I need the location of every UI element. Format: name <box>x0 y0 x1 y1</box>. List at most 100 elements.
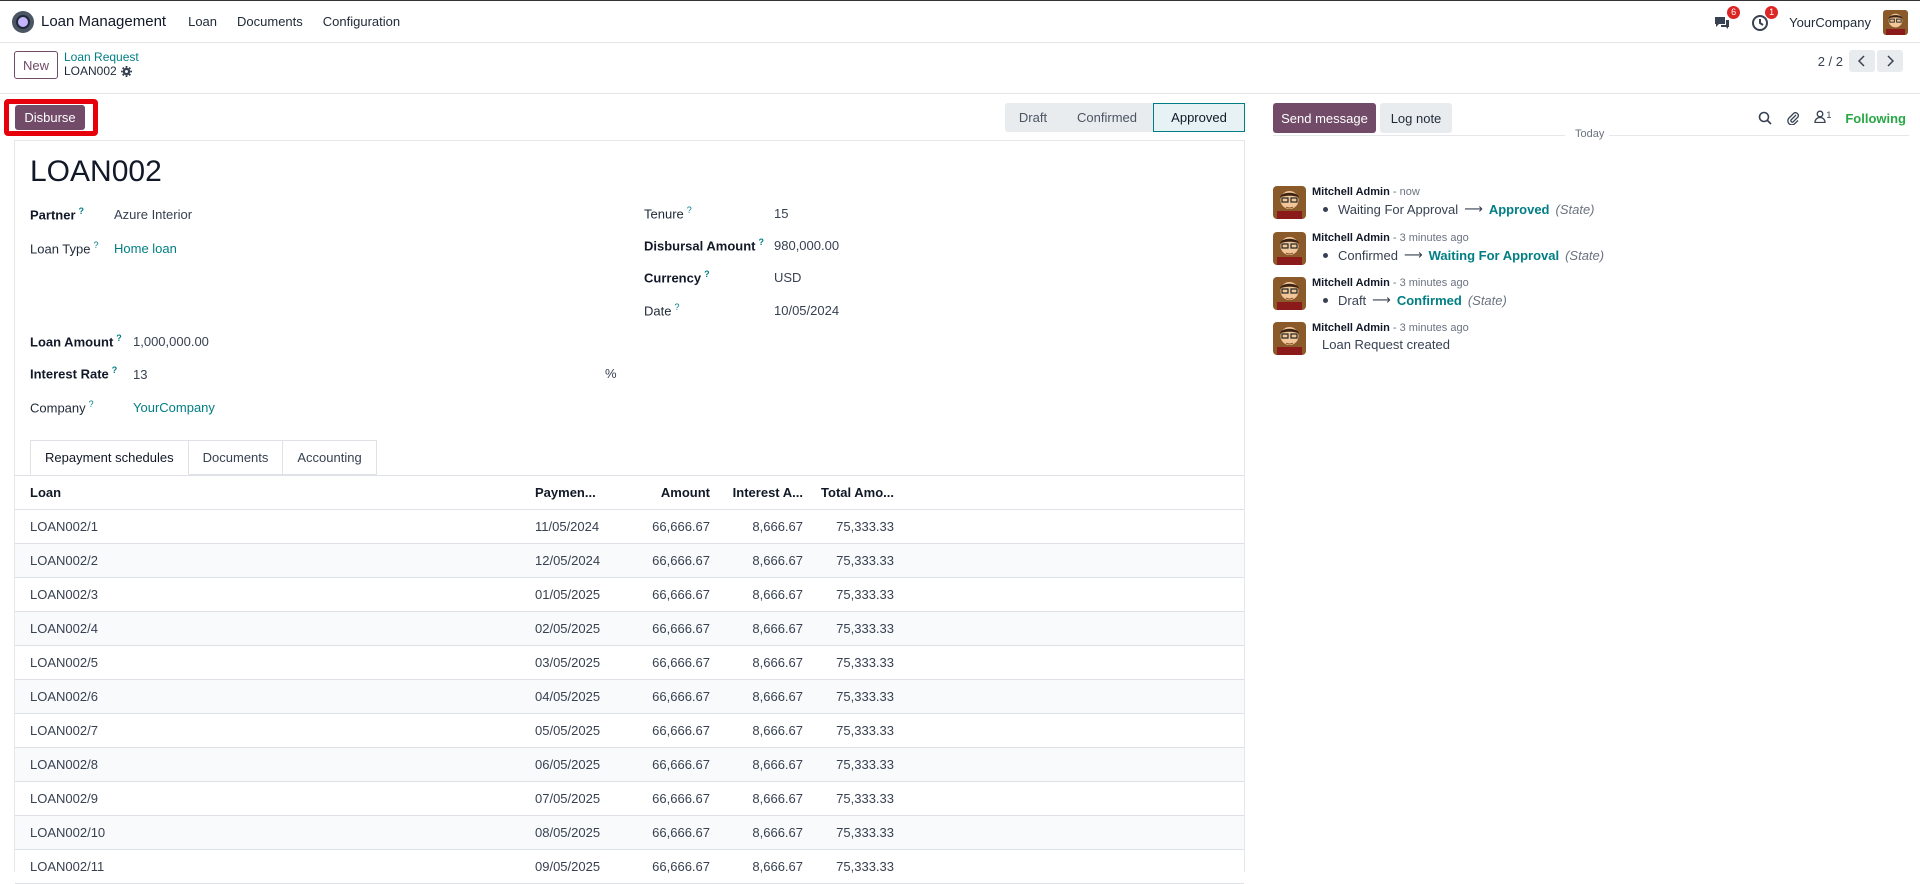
message-body: Confirmed ⟶ Waiting For Approval (State) <box>1323 247 1604 263</box>
table-row[interactable]: LOAN002/6 04/05/2025 66,666.67 8,666.67 75,3… <box>15 680 1244 714</box>
author-avatar[interactable] <box>1273 186 1306 219</box>
chatter-toolbar: 1 Following <box>1758 110 1906 126</box>
stage-confirmed[interactable]: Confirmed <box>1061 103 1153 132</box>
cell-amount: 66,666.67 <box>652 723 710 738</box>
stage-draft[interactable]: Draft <box>1005 103 1061 132</box>
gear-icon[interactable] <box>120 65 132 77</box>
bullet-icon <box>1323 206 1328 212</box>
message-author[interactable]: Mitchell Admin - now <box>1312 186 1420 198</box>
form-statusbar: Disburse Draft Confirmed Approved <box>0 94 1245 140</box>
chatter-panel: Send message Log note 1 Following Today … <box>1262 94 1920 872</box>
tab-repayment-schedules[interactable]: Repayment schedules <box>30 440 189 475</box>
table-row[interactable]: LOAN002/2 12/05/2024 66,666.67 8,666.67 75,3… <box>15 544 1244 578</box>
table-row[interactable]: LOAN002/4 02/05/2025 66,666.67 8,666.67 75,3… <box>15 612 1244 646</box>
table-row[interactable]: LOAN002/10 08/05/2025 66,666.67 8,666.67 75,… <box>15 816 1244 850</box>
loan-amount-label: Loan Amount? <box>30 333 122 350</box>
partner-field[interactable]: Azure Interior <box>114 207 193 222</box>
app-logo-icon[interactable] <box>12 10 34 33</box>
record-title[interactable]: LOAN002 <box>30 155 162 188</box>
date-separator: Today <box>1273 128 1909 142</box>
tenure-field[interactable]: 15 <box>774 206 789 221</box>
table-row[interactable]: LOAN002/8 06/05/2025 66,666.67 8,666.67 75,3… <box>15 748 1244 782</box>
cell-payment-date: 09/05/2025 <box>535 859 601 874</box>
company-switcher[interactable]: YourCompany <box>1789 15 1871 30</box>
table-row[interactable]: LOAN002/9 07/05/2025 66,666.67 8,666.67 75,3… <box>15 782 1244 816</box>
cell-payment-date: 02/05/2025 <box>535 621 601 636</box>
cell-payment-date: 01/05/2025 <box>535 587 601 602</box>
cell-total-amount: 75,333.33 <box>836 519 894 534</box>
menu-loan[interactable]: Loan <box>188 14 218 29</box>
loan-type-field[interactable]: Home loan <box>114 241 177 256</box>
cell-total-amount: 75,333.33 <box>836 587 894 602</box>
tab-accounting[interactable]: Accounting <box>283 440 377 475</box>
new-value: Approved <box>1488 201 1550 217</box>
menu-documents[interactable]: Documents <box>237 14 303 29</box>
paperclip-icon[interactable] <box>1786 111 1800 126</box>
message-body: Draft ⟶ Confirmed (State) <box>1323 292 1507 308</box>
interest-rate-field[interactable]: 13 <box>133 367 148 382</box>
cell-loan: LOAN002/6 <box>30 689 98 704</box>
old-value: Draft <box>1338 292 1367 308</box>
author-avatar[interactable] <box>1273 232 1306 265</box>
message-time: - 3 minutes ago <box>1392 277 1469 289</box>
activities-badge: 1 <box>1765 5 1779 19</box>
highlight-annotation <box>4 99 98 136</box>
cell-interest-amount: 8,666.67 <box>752 553 803 568</box>
today-label: Today <box>1575 128 1605 140</box>
table-row[interactable]: LOAN002/1 11/05/2024 66,666.67 8,666.67 75,3… <box>15 510 1244 544</box>
loan-amount-field[interactable]: 1,000,000.00 <box>133 334 209 349</box>
company-label: Company? <box>30 399 94 416</box>
arrow-right-icon: ⟶ <box>1372 292 1391 307</box>
breadcrumb-loan-request[interactable]: Loan Request <box>64 50 139 64</box>
column-header-amount[interactable]: Amount <box>660 485 710 500</box>
cell-amount: 66,666.67 <box>652 825 710 840</box>
column-header-loan[interactable]: Loan <box>30 485 62 500</box>
message-author[interactable]: Mitchell Admin - 3 minutes ago <box>1312 277 1469 289</box>
tab-documents[interactable]: Documents <box>188 440 284 475</box>
stage-approved[interactable]: Approved <box>1153 103 1245 132</box>
cell-interest-amount: 8,666.67 <box>752 587 803 602</box>
tenure-label: Tenure? <box>644 205 692 222</box>
company-field[interactable]: YourCompany <box>133 400 215 415</box>
currency-field[interactable]: USD <box>774 270 802 285</box>
app-name[interactable]: Loan Management <box>41 13 167 30</box>
followers-button[interactable]: 1 <box>1814 110 1831 126</box>
cell-interest-amount: 8,666.67 <box>752 859 803 874</box>
following-button[interactable]: Following <box>1845 110 1906 126</box>
table-row[interactable]: LOAN002/3 01/05/2025 66,666.67 8,666.67 75,3… <box>15 578 1244 612</box>
send-message-button[interactable]: Send message <box>1273 103 1376 133</box>
cell-amount: 66,666.67 <box>652 655 710 670</box>
table-row[interactable]: LOAN002/5 03/05/2025 66,666.67 8,666.67 75,3… <box>15 646 1244 680</box>
cell-interest-amount: 8,666.67 <box>752 825 803 840</box>
message-author[interactable]: Mitchell Admin - 3 minutes ago <box>1312 322 1469 334</box>
cell-interest-amount: 8,666.67 <box>752 723 803 738</box>
column-header-interest-amount[interactable]: Interest A... <box>732 485 803 500</box>
table-row[interactable]: LOAN002/11 09/05/2025 66,666.67 8,666.67 75,… <box>15 850 1244 884</box>
date-field[interactable]: 10/05/2024 <box>774 303 840 318</box>
search-icon[interactable] <box>1758 111 1772 125</box>
cell-payment-date: 05/05/2025 <box>535 723 601 738</box>
log-note-button[interactable]: Log note <box>1380 103 1452 133</box>
cell-payment-date: 07/05/2025 <box>535 791 601 806</box>
pager-previous-button[interactable] <box>1849 50 1875 72</box>
pager-value[interactable]: 2 / 2 <box>1817 54 1843 69</box>
message-author[interactable]: Mitchell Admin - 3 minutes ago <box>1312 232 1469 244</box>
arrow-right-icon: ⟶ <box>1464 201 1483 216</box>
author-avatar[interactable] <box>1273 322 1306 355</box>
menu-configuration[interactable]: Configuration <box>322 14 401 29</box>
activities-clock-icon[interactable]: 1 <box>1751 5 1779 32</box>
disbursal-amount-field[interactable]: 980,000.00 <box>774 238 840 253</box>
pager-next-button[interactable] <box>1877 50 1903 72</box>
breadcrumb-record-name: LOAN002 <box>64 64 117 78</box>
user-avatar[interactable] <box>1883 10 1908 35</box>
cell-interest-amount: 8,666.67 <box>752 791 803 806</box>
author-avatar[interactable] <box>1273 277 1306 310</box>
table-row[interactable]: LOAN002/7 05/05/2025 66,666.67 8,666.67 75,3… <box>15 714 1244 748</box>
disburse-button[interactable]: Disburse <box>15 105 85 130</box>
interest-rate-unit: % <box>605 366 617 381</box>
column-header-payment-date[interactable]: Paymen... <box>535 485 596 500</box>
column-header-total-amount[interactable]: Total Amo... <box>821 485 894 500</box>
new-button[interactable]: New <box>14 51 58 79</box>
cell-amount: 66,666.67 <box>652 757 710 772</box>
messages-icon[interactable]: 6 <box>1713 5 1741 32</box>
